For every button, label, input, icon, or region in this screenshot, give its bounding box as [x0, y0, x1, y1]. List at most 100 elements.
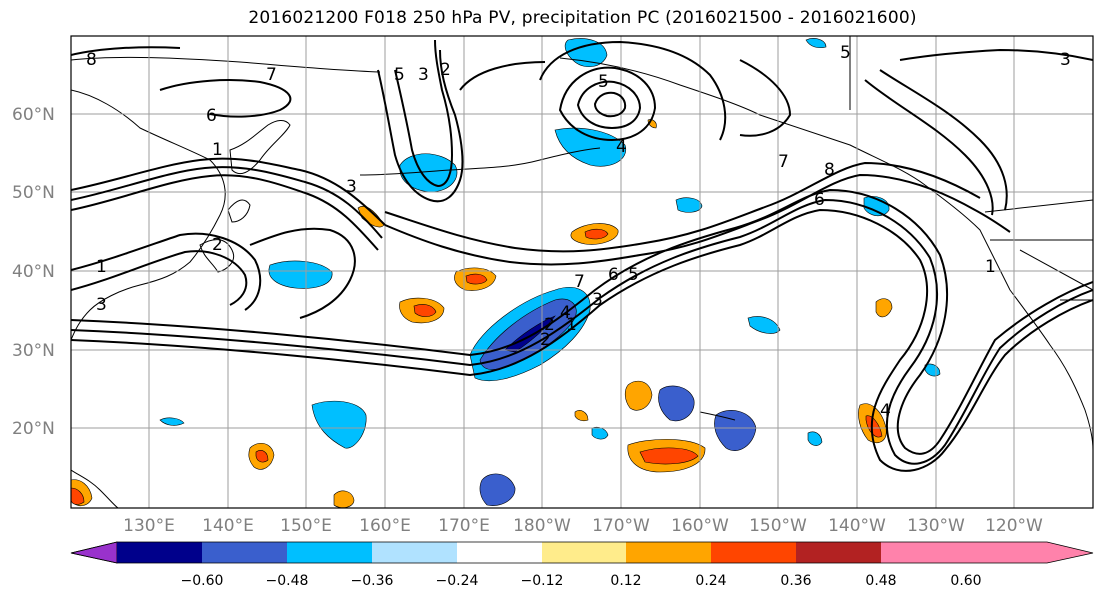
pv-contour: [71, 208, 1093, 472]
contour-label: 1: [96, 257, 107, 277]
precip-blob: [639, 447, 699, 465]
contour-label: 6: [814, 190, 825, 210]
lat-label: 30°N: [12, 341, 55, 361]
precip-blob: [624, 380, 653, 411]
coastline-kamchatka: [229, 120, 291, 175]
pv-contour: [249, 227, 356, 319]
lon-label: 130°W: [907, 516, 965, 536]
precip-blob: [71, 487, 85, 505]
longitude-labels: 130°E 140°E 150°E 160°E 170°E 180°W 170°…: [123, 516, 1043, 536]
contour-label: 3: [96, 295, 107, 315]
lon-label: 160°W: [671, 516, 729, 536]
precip-blob: [554, 127, 627, 167]
contour-label: 8: [824, 160, 835, 180]
colorbar-tick: 0.36: [780, 573, 811, 589]
lon-label: 170°W: [592, 516, 650, 536]
contour-label: 1: [212, 140, 223, 160]
contour-label: 4: [560, 303, 571, 323]
coastline-asia: [71, 89, 226, 341]
coastlines: [71, 36, 1093, 508]
colorbar: −0.60 −0.48 −0.36 −0.24 −0.12 0.12 0.24 …: [70, 541, 1094, 589]
map-title: 2016021200 F018 250 hPa PV, precipitatio…: [248, 8, 917, 28]
pv-contour: [159, 79, 292, 118]
colorbar-ticks: −0.60 −0.48 −0.36 −0.24 −0.12 0.12 0.24 …: [181, 573, 982, 589]
pv-contour: [593, 91, 627, 118]
contour-label: 5: [598, 72, 609, 92]
pv-contour: [71, 166, 383, 239]
lon-label: 150°W: [749, 516, 807, 536]
precip-blob: [584, 228, 609, 240]
pv-contour: [539, 40, 727, 141]
contour-label: 6: [206, 106, 217, 126]
colorbar-tick: −0.12: [521, 573, 564, 589]
coastline-japan-north: [227, 199, 251, 223]
contour-label: 4: [616, 137, 627, 157]
precip-blob: [268, 260, 333, 289]
precip-blob: [311, 400, 367, 449]
pv-contour: [459, 61, 546, 91]
colorbar-tick: 0.60: [950, 573, 981, 589]
lon-label: 170°E: [438, 516, 490, 536]
coastline-alaska: [559, 57, 926, 186]
precip-shading: [71, 38, 941, 508]
colorbar-extend-max: [966, 542, 1093, 563]
contour-label: 7: [266, 65, 277, 85]
plot-border: [70, 35, 1094, 509]
colorbar-tick: −0.60: [181, 573, 224, 589]
precip-blob: [591, 426, 609, 440]
colorbar-tick: −0.24: [436, 573, 479, 589]
pv-contour: [71, 46, 181, 56]
pv-contour: [377, 49, 464, 203]
precip-blob: [479, 473, 516, 506]
coastline-japan: [199, 239, 234, 273]
precip-blob: [413, 304, 437, 317]
precip-blob: [747, 316, 781, 334]
map-plot-area: 8 7 6 5 3 2 5 4 7 8 6 5 3 1 2 3 1 3 5 7 …: [71, 36, 1093, 508]
pv-contour: [394, 39, 454, 188]
contour-label: 7: [574, 272, 585, 292]
contour-label: 2: [212, 235, 223, 255]
precip-blob: [807, 431, 823, 446]
pv-contours: [71, 39, 1093, 472]
lon-label: 140°W: [828, 516, 886, 536]
lon-label: 160°E: [359, 516, 411, 536]
contour-label: 5: [394, 65, 405, 85]
lon-label: 150°E: [280, 516, 332, 536]
contour-label: 2: [540, 330, 551, 350]
colorbar-tick: 0.24: [695, 573, 726, 589]
contour-labels: 8 7 6 5 3 2 5 4 7 8 6 5 3 1 2 3 1 3 5 7 …: [86, 43, 1071, 421]
pv-contour: [384, 173, 1011, 266]
pv-contour: [864, 79, 994, 216]
lat-label: 50°N: [12, 183, 55, 203]
contour-label: 5: [628, 265, 639, 285]
contour-label: 3: [592, 290, 603, 310]
pv-contour: [739, 59, 792, 137]
pv-contour: [384, 161, 981, 253]
pv-contour: [576, 80, 642, 130]
colorbar-segment: [881, 542, 966, 563]
colorbar-segment: [796, 542, 881, 563]
contour-label: 8: [86, 50, 97, 70]
latitude-labels: 60°N 50°N 40°N 30°N 20°N: [12, 105, 55, 439]
colorbar-extend-min: [70, 541, 118, 564]
coastline-hawaii: [699, 411, 736, 421]
contour-label: 3: [1060, 50, 1071, 70]
colorbar-segment: [372, 542, 457, 563]
lon-label: 120°W: [985, 516, 1043, 536]
colorbar-tick: 0.48: [865, 573, 896, 589]
contour-label: 1: [985, 257, 996, 277]
precip-blob: [159, 417, 185, 426]
coastline-philippines: [71, 469, 119, 508]
lat-label: 60°N: [12, 105, 55, 125]
colorbar-segment: [457, 542, 542, 563]
pv-contour: [71, 174, 379, 251]
pv-contour: [71, 188, 1093, 455]
lon-label: 130°E: [123, 516, 175, 536]
lon-label: 180°W: [513, 516, 571, 536]
colorbar-segment: [202, 542, 287, 563]
precip-blob: [465, 273, 488, 285]
contour-label: 4: [880, 401, 891, 421]
colorbar-segment: [287, 542, 372, 563]
precip-blob: [255, 450, 269, 463]
pv-contour: [899, 48, 1093, 61]
